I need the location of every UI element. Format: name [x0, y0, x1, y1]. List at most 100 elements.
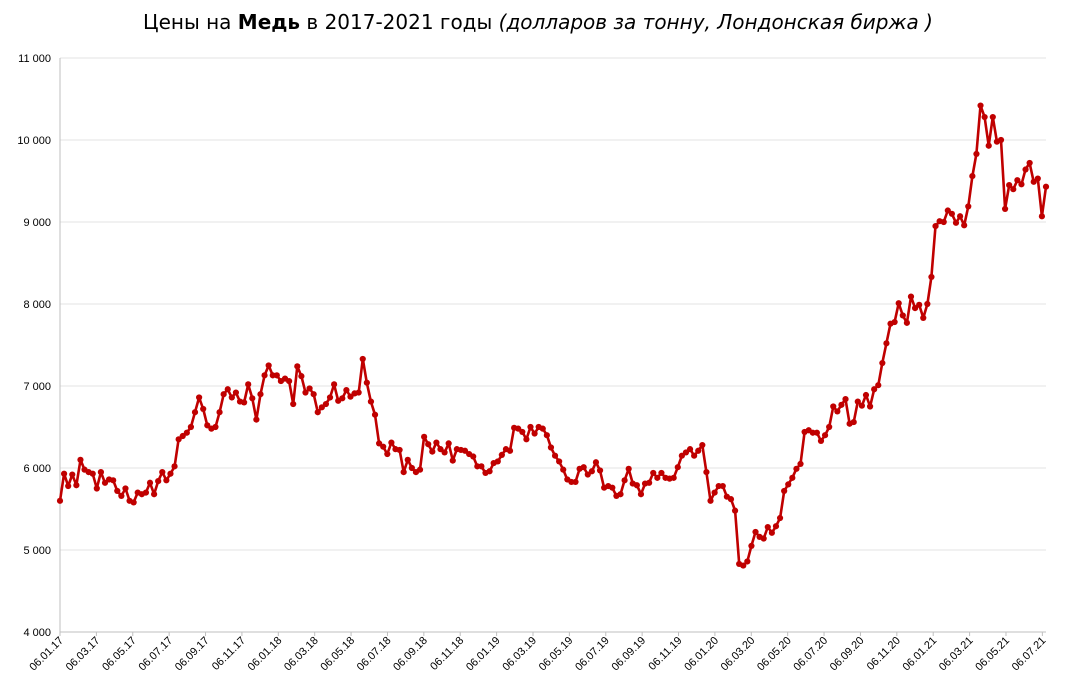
data-point: [498, 451, 505, 458]
y-tick-label: 7 000: [23, 381, 51, 393]
data-point: [686, 446, 694, 453]
data-point: [425, 441, 432, 448]
x-tick-label: 06.05.18: [318, 635, 357, 674]
x-tick-label: 06.03.20: [719, 635, 758, 674]
data-point: [314, 409, 321, 416]
y-tick-label: 11 000: [18, 53, 51, 65]
data-point: [928, 273, 935, 281]
data-point: [155, 478, 162, 485]
x-tick-label: 06.05.21: [973, 635, 1012, 674]
data-point: [703, 469, 710, 476]
chart-title-prefix: Цены на: [143, 10, 238, 34]
data-point: [907, 293, 915, 300]
data-point: [294, 363, 301, 370]
data-point: [977, 102, 984, 109]
data-point: [674, 464, 681, 471]
data-point: [826, 423, 833, 431]
data-point: [93, 485, 100, 492]
data-point: [191, 409, 199, 416]
data-point: [895, 300, 902, 307]
x-tick-label: 06.01.17: [27, 635, 66, 674]
data-point: [523, 436, 530, 443]
data-point: [539, 425, 546, 432]
data-point: [60, 470, 68, 477]
data-point: [785, 481, 792, 488]
data-point: [821, 432, 829, 439]
data-point: [187, 423, 195, 431]
data-point: [654, 474, 661, 481]
data-point: [609, 484, 616, 491]
data-point: [862, 391, 870, 399]
data-point: [973, 150, 980, 158]
data-point: [241, 399, 248, 406]
x-tick-label: 06.01.21: [901, 635, 940, 674]
x-tick-label: 06.11.20: [865, 635, 903, 673]
data-point: [65, 482, 72, 490]
data-point: [110, 477, 117, 484]
data-point: [572, 478, 579, 486]
x-tick-label: 06.03.17: [64, 635, 103, 674]
data-point: [985, 142, 992, 149]
data-point: [429, 448, 436, 455]
data-point: [768, 529, 775, 536]
data-point: [719, 482, 726, 490]
data-point: [331, 381, 338, 388]
data-point: [834, 408, 841, 415]
data-point: [924, 300, 931, 308]
x-tick-label: 06.09.20: [828, 635, 867, 674]
data-point: [781, 487, 788, 495]
data-point: [658, 469, 665, 477]
data-point: [752, 528, 759, 536]
data-point: [212, 423, 219, 431]
data-point: [306, 385, 313, 392]
data-point: [257, 391, 264, 398]
x-tick-label: 06.09.18: [391, 635, 430, 674]
data-point: [981, 113, 988, 121]
chart-title-metal: Медь: [237, 10, 301, 34]
data-point: [159, 469, 166, 476]
data-point: [433, 439, 440, 446]
x-tick-label: 06.07.20: [791, 635, 830, 674]
x-tick-label: 06.11.17: [210, 635, 248, 673]
data-point: [592, 459, 600, 466]
data-point: [69, 471, 76, 478]
x-tick-label: 06.11.19: [646, 635, 684, 673]
y-tick-label: 9 000: [23, 217, 51, 229]
data-point: [298, 373, 305, 380]
chart-title-units: (долларов за тонну, Лондонская биржа ): [498, 10, 933, 34]
x-tick-label: 06.03.19: [500, 635, 539, 674]
data-point: [948, 210, 956, 217]
data-point: [961, 222, 968, 229]
data-point: [899, 312, 906, 319]
data-point: [1034, 175, 1041, 182]
data-point: [89, 470, 96, 477]
data-point: [858, 402, 865, 409]
series-line: [58, 104, 1048, 567]
data-point: [920, 314, 927, 322]
data-point: [339, 395, 346, 402]
data-point: [118, 492, 125, 499]
data-point: [952, 219, 960, 226]
data-point: [580, 464, 587, 471]
data-point: [216, 409, 223, 416]
data-point: [621, 477, 628, 484]
data-point: [764, 523, 771, 531]
data-point: [245, 381, 252, 388]
data-point: [707, 497, 714, 504]
x-tick-label: 06.07.21: [1010, 635, 1049, 674]
data-point: [363, 379, 370, 386]
y-tick-label: 4 000: [23, 627, 51, 639]
data-point: [744, 558, 751, 565]
y-tick-label: 5 000: [23, 545, 51, 557]
data-point: [866, 403, 874, 410]
data-point: [637, 491, 645, 498]
data-point: [265, 362, 272, 369]
data-point: [969, 172, 976, 180]
data-point: [97, 469, 105, 476]
data-point: [633, 482, 640, 489]
data-point: [1026, 159, 1033, 167]
data-point: [956, 213, 964, 220]
x-tick-label: 06.07.19: [573, 635, 612, 674]
